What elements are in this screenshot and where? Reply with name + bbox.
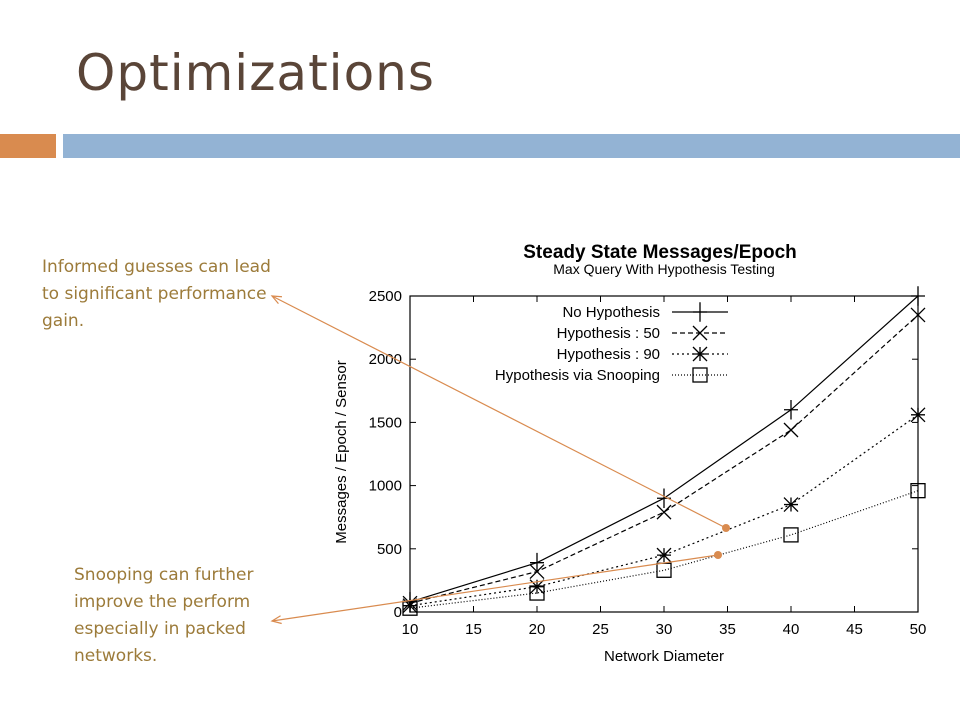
x-tick-label: 10 [402,621,419,638]
x-tick-label: 20 [529,621,546,638]
data-point-series-2 [910,307,926,323]
legend-label-4: Hypothesis via Snooping [495,367,660,384]
legend-label-1: No Hypothesis [562,304,660,321]
chart-title: Steady State Messages/Epoch [523,242,797,263]
data-point-series-4 [656,562,672,578]
annotation-arrow-1-head [270,295,283,305]
data-point-series-4 [529,585,545,601]
annotation-arrow-1-dot [722,524,730,532]
data-point-series-1 [530,552,544,573]
data-point-series-3 [656,547,672,563]
legend-marker-1 [693,302,707,322]
accent-bar-orange [0,134,56,158]
x-tick-label: 15 [465,621,482,638]
legend-label-2: Hypothesis : 50 [557,325,660,342]
accent-bar-blue [63,134,960,158]
data-point-series-2 [656,504,672,520]
legend-label-3: Hypothesis : 90 [557,346,660,363]
data-point-series-1 [784,399,798,420]
data-point-series-2 [783,422,799,438]
x-tick-label: 45 [846,621,863,638]
legend-marker-3 [692,346,708,362]
data-point-series-1 [911,286,925,306]
data-point-series-4 [910,483,926,499]
x-tick-label: 30 [656,621,673,638]
legend-marker-2 [692,325,708,341]
x-tick-label: 35 [719,621,736,638]
data-point-series-4 [783,527,799,543]
annotation-arrow-1 [271,295,727,529]
annotation-snooping: Snooping can further improve the perform… [74,565,254,666]
x-tick-label: 25 [592,621,609,638]
data-point-series-3 [402,598,418,614]
data-point-series-3 [783,497,799,513]
page-title: Optimizations [76,44,435,102]
annotation-arrow-2-dot [714,551,722,559]
data-point-series-4 [402,600,418,616]
annotation-arrow-2-head [270,615,282,625]
data-point-series-3 [910,407,926,423]
x-tick-label: 40 [783,621,800,638]
annotation-arrow-2 [271,554,719,622]
chart-subtitle: Max Query With Hypothesis Testing [553,261,775,277]
data-point-series-3 [529,579,545,595]
y-tick-label: 0 [394,604,402,621]
x-axis-label: Network Diameter [604,648,724,665]
data-point-series-2 [529,564,545,580]
annotation-informed-guesses: Informed guesses can lead to significant… [42,257,271,331]
y-tick-label: 2000 [369,351,402,368]
y-tick-label: 2500 [369,288,402,305]
x-tick-label: 50 [910,621,927,638]
plot-frame [409,295,919,613]
y-tick-label: 500 [377,541,402,558]
y-axis-label: Messages / Epoch / Sensor [333,360,350,543]
y-tick-label: 1500 [369,414,402,431]
legend-marker-4 [692,367,708,383]
y-tick-label: 1000 [369,478,402,495]
series-line-3 [409,414,919,607]
